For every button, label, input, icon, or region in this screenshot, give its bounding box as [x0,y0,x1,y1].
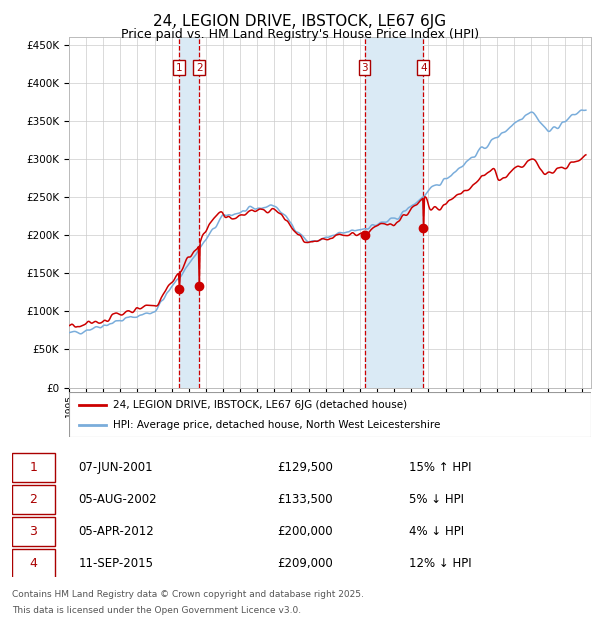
Text: 15% ↑ HPI: 15% ↑ HPI [409,461,472,474]
Text: Price paid vs. HM Land Registry's House Price Index (HPI): Price paid vs. HM Land Registry's House … [121,28,479,41]
Text: 1: 1 [176,63,182,73]
Text: £129,500: £129,500 [277,461,333,474]
Text: 05-APR-2012: 05-APR-2012 [78,525,154,538]
Text: 2: 2 [196,63,202,73]
Text: £200,000: £200,000 [277,525,332,538]
Text: Contains HM Land Registry data © Crown copyright and database right 2025.: Contains HM Land Registry data © Crown c… [12,590,364,600]
Text: 24, LEGION DRIVE, IBSTOCK, LE67 6JG (detached house): 24, LEGION DRIVE, IBSTOCK, LE67 6JG (det… [113,399,407,410]
Text: 1: 1 [29,461,37,474]
Text: 2: 2 [29,493,37,506]
Text: 4: 4 [420,63,427,73]
Text: 4% ↓ HPI: 4% ↓ HPI [409,525,464,538]
Bar [179,37,199,387]
Text: £133,500: £133,500 [277,493,332,506]
FancyBboxPatch shape [12,549,55,578]
Text: This data is licensed under the Open Government Licence v3.0.: This data is licensed under the Open Gov… [12,606,301,616]
Text: 3: 3 [361,63,368,73]
Text: 5% ↓ HPI: 5% ↓ HPI [409,493,464,506]
Text: 07-JUN-2001: 07-JUN-2001 [78,461,153,474]
Text: £209,000: £209,000 [277,557,333,570]
FancyBboxPatch shape [12,485,55,514]
Text: 3: 3 [29,525,37,538]
FancyBboxPatch shape [12,516,55,546]
FancyBboxPatch shape [69,392,591,437]
Text: 05-AUG-2002: 05-AUG-2002 [78,493,157,506]
Text: 11-SEP-2015: 11-SEP-2015 [78,557,153,570]
Text: HPI: Average price, detached house, North West Leicestershire: HPI: Average price, detached house, Nort… [113,420,441,430]
Text: 4: 4 [29,557,37,570]
Text: 12% ↓ HPI: 12% ↓ HPI [409,557,472,570]
FancyBboxPatch shape [12,453,55,482]
Bar [365,37,423,387]
Text: 24, LEGION DRIVE, IBSTOCK, LE67 6JG: 24, LEGION DRIVE, IBSTOCK, LE67 6JG [154,14,446,29]
